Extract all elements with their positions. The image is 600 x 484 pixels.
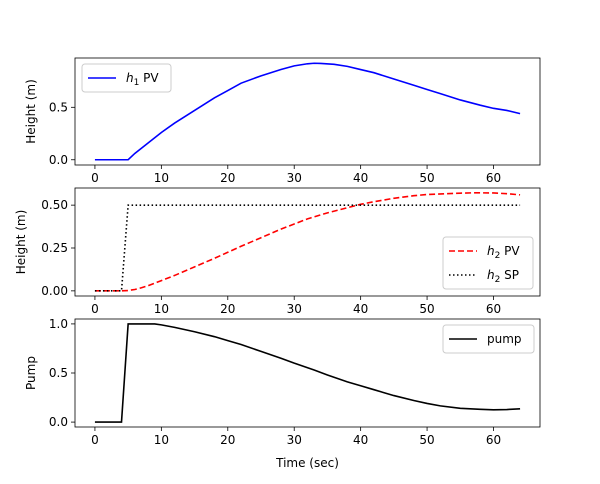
x-tick-label: 20	[220, 302, 235, 316]
x-tick-label: 40	[353, 433, 368, 447]
y-tick-label: 0.5	[49, 100, 68, 114]
legend: pump	[442, 324, 535, 354]
x-tick-label: 30	[287, 433, 302, 447]
x-tick-label: 60	[486, 171, 501, 185]
x-tick-label: 40	[353, 171, 368, 185]
series-line-1	[94, 323, 521, 423]
legend-box	[442, 324, 535, 354]
x-tick-label: 20	[220, 171, 235, 185]
axes-frame	[74, 187, 541, 297]
subplot-2: 0 10 20 30 40 50 60 0.00 0.25 0.50 Height (m) h2 PV…	[14, 187, 541, 316]
legend-label: h1 PV	[126, 71, 159, 88]
series-line-1	[94, 62, 521, 161]
legend-label: h2 PV	[487, 244, 520, 261]
legend-label: h2 SP	[487, 268, 519, 285]
x-axis-label: Time (sec)	[275, 456, 339, 470]
subplot-1: 0 10 20 30 40 50 60 0.0 0.5 Height (m) h1 PV	[24, 57, 541, 185]
y-tick-label: 0.0	[49, 415, 68, 429]
y-tick-label: 1.0	[49, 317, 68, 331]
x-tick-label: 30	[287, 171, 302, 185]
legend: h1 PV	[81, 63, 172, 93]
y-axis-label: Pump	[24, 356, 38, 390]
y-tick-label: 0.5	[49, 366, 68, 380]
x-tick-label: 60	[486, 302, 501, 316]
legend-box	[81, 63, 172, 93]
y-axis-label: Height (m)	[24, 79, 38, 144]
x-tick-label: 10	[154, 302, 169, 316]
x-tick-label: 60	[486, 433, 501, 447]
legend-label: pump	[487, 332, 522, 346]
y-tick-label: 0.50	[41, 198, 68, 212]
y-tick-label: 0.25	[41, 241, 68, 255]
x-tick-label: 20	[220, 433, 235, 447]
x-tick-label: 50	[419, 302, 434, 316]
x-tick-label: 50	[419, 433, 434, 447]
x-tick-label: 0	[91, 171, 99, 185]
series-line-1	[94, 191, 521, 292]
x-tick-label: 10	[154, 171, 169, 185]
subplot-3: 0 10 20 30 40 50 60 0.0 0.5 1.0 Pump Time (sec) pump	[24, 317, 541, 470]
x-tick-label: 0	[91, 302, 99, 316]
x-tick-label: 10	[154, 433, 169, 447]
series-line-2	[94, 204, 521, 292]
x-tick-label: 30	[287, 302, 302, 316]
y-axis-label: Height (m)	[14, 210, 28, 275]
y-tick-label: 0.0	[49, 153, 68, 167]
legend-box	[442, 236, 534, 290]
x-tick-label: 40	[353, 302, 368, 316]
x-tick-label: 50	[419, 171, 434, 185]
y-tick-label: 0.00	[41, 284, 68, 298]
axes-frame	[74, 57, 541, 166]
x-tick-label: 0	[91, 433, 99, 447]
legend: h2 PV h2 SP	[442, 236, 534, 290]
